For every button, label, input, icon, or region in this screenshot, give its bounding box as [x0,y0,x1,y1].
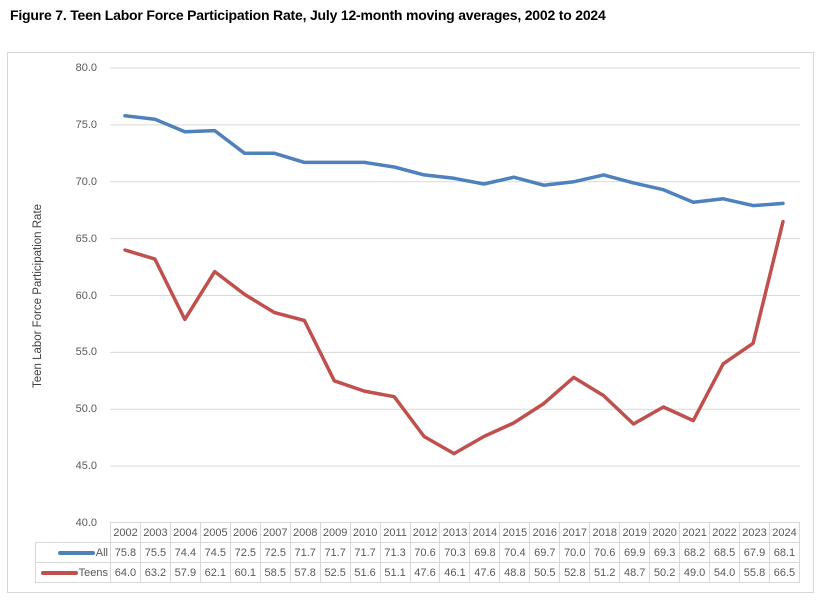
year-header-cell: 2010 [349,522,381,543]
legend-line-all-icon [57,550,95,555]
value-cell-all: 70.0 [559,542,591,563]
year-header-cell: 2018 [589,522,621,543]
year-header-cell: 2020 [649,522,681,543]
value-cell-all: 71.3 [379,542,411,563]
value-cell-teens: 51.2 [589,562,621,583]
table-row-teens: Teens 64.0 63.2 57.9 62.1 60.1 58.5 57.8 52.5 51.… [35,562,801,583]
value-cell-teens: 60.1 [229,562,261,583]
table-row-all: All 75.8 75.5 74.4 74.5 72.5 72.5 71.7 71.7 71.7 7… [35,542,801,563]
value-cell-teens: 63.2 [139,562,171,583]
value-cell-all: 71.7 [349,542,381,563]
value-cell-all: 69.3 [649,542,681,563]
value-cell-all: 74.5 [199,542,231,563]
legend-line-teens-icon [40,570,78,575]
value-cell-teens: 47.6 [469,562,501,583]
year-header-cell: 2007 [259,522,291,543]
y-tick-label: 70.0 [75,175,97,188]
value-cell-all: 68.1 [768,542,801,563]
year-header-cell: 2011 [379,522,411,543]
value-cell-teens: 57.9 [169,562,201,583]
figure-title: Figure 7. Teen Labor Force Participation… [10,7,606,23]
data-table: 2002 2003 2004 2005 2006 2007 2008 2009 2010 2011… [35,522,801,583]
y-tick-label: 65.0 [75,232,97,245]
value-cell-teens: 49.0 [679,562,711,583]
value-cell-all: 68.2 [679,542,711,563]
year-header-cell: 2003 [139,522,171,543]
value-cell-teens: 50.2 [649,562,681,583]
year-header-cell: 2009 [319,522,351,543]
y-tick-label: 80.0 [75,62,97,74]
value-cell-all: 68.5 [709,542,741,563]
value-cell-all: 71.7 [289,542,321,563]
year-header-cell: 2012 [409,522,441,543]
year-header-cell: 2019 [619,522,651,543]
value-cell-teens: 58.5 [259,562,291,583]
value-cell-all: 71.7 [319,542,351,563]
value-cell-all: 69.8 [469,542,501,563]
year-header-cell: 2014 [469,522,501,543]
y-tick-label: 55.0 [75,346,97,359]
y-tick-label: 40.0 [75,517,97,529]
value-cell-teens: 54.0 [709,562,741,583]
value-cell-teens: 62.1 [199,562,231,583]
year-header-cell: 2016 [529,522,561,543]
value-cell-teens: 52.5 [319,562,351,583]
value-cell-all: 70.6 [589,542,621,563]
legend-cell-teens: Teens [35,562,111,583]
value-cell-teens: 51.1 [379,562,411,583]
value-cell-teens: 57.8 [289,562,321,583]
chart-frame: Teen Labor Force Participation Rate 80.0… [7,52,814,593]
legend-label-all: All [95,546,108,559]
value-cell-teens: 52.8 [559,562,591,583]
value-cell-teens: 48.8 [499,562,531,583]
value-cell-teens: 50.5 [529,562,561,583]
series-line-teens [123,219,785,456]
legend-cell-all: All [35,542,111,563]
value-cell-teens: 64.0 [110,562,141,583]
value-cell-all: 70.6 [409,542,441,563]
year-header-cell: 2021 [679,522,711,543]
y-tick-label: 50.0 [75,403,97,416]
line-chart-plot [110,67,800,467]
value-cell-all: 75.5 [139,542,171,563]
y-tick-label: 60.0 [75,289,97,302]
year-header-cell: 2002 [110,522,141,543]
value-cell-all: 69.9 [619,542,651,563]
year-header-cell: 2023 [739,522,770,543]
value-cell-teens: 48.7 [619,562,651,583]
value-cell-all: 70.4 [499,542,531,563]
value-cell-all: 67.9 [739,542,770,563]
value-cell-teens: 46.1 [439,562,471,583]
series-line-all [123,114,785,208]
value-cell-all: 70.3 [439,542,471,563]
year-header-cell: 2022 [709,522,741,543]
year-header-cell: 2013 [439,522,471,543]
legend-label-teens: Teens [78,566,108,579]
value-cell-teens: 66.5 [768,562,801,583]
y-tick-label: 45.0 [75,460,97,473]
value-cell-all: 72.5 [229,542,261,563]
table-corner-blank [36,523,111,543]
value-cell-teens: 51.6 [349,562,381,583]
year-header-cell: 2004 [169,522,201,543]
value-cell-all: 75.8 [110,542,141,563]
year-header-row: 2002 2003 2004 2005 2006 2007 2008 2009 2010 2011… [36,522,801,543]
value-cell-all: 72.5 [259,542,291,563]
year-header-cell: 2024 [768,522,801,543]
year-header-cell: 2006 [229,522,261,543]
value-cell-all: 74.4 [169,542,201,563]
value-cell-teens: 55.8 [739,562,770,583]
year-header-cell: 2015 [499,522,531,543]
value-cell-all: 69.7 [529,542,561,563]
y-tick-label: 75.0 [75,118,97,131]
value-cell-teens: 47.6 [409,562,441,583]
year-header-cell: 2008 [289,522,321,543]
year-header-cell: 2017 [559,522,591,543]
year-header-cell: 2005 [199,522,231,543]
